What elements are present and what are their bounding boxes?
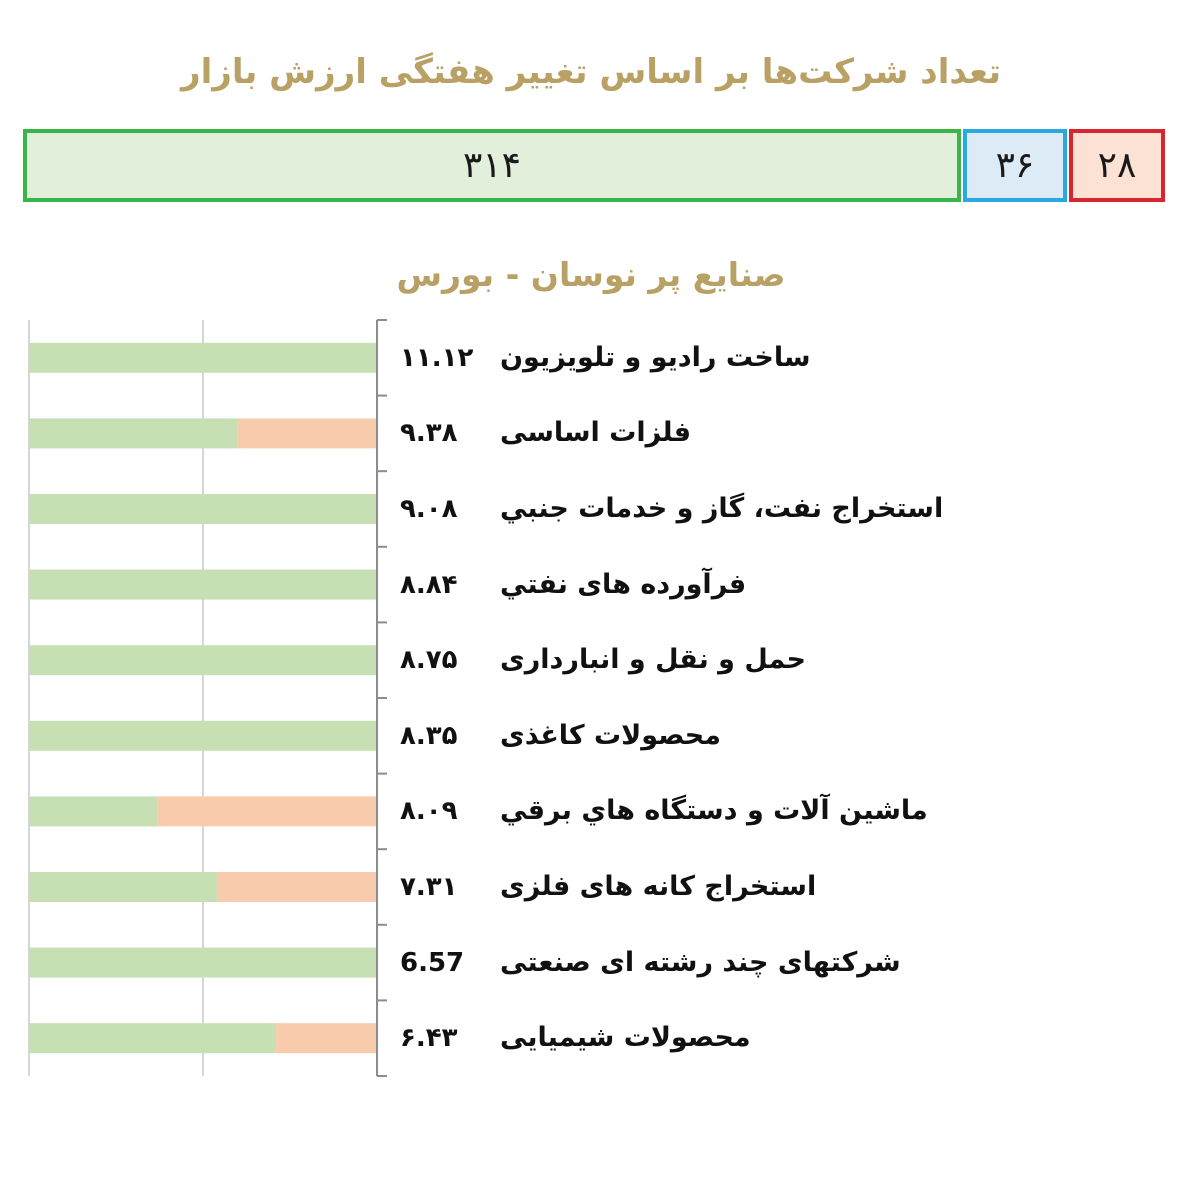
bar-4-series-0 (29, 645, 377, 676)
bar-1-series-1 (237, 418, 377, 449)
category-label: حمل و نقل و انبارداری (500, 644, 806, 676)
page-title: تعداد شرکت‌ها بر اساس تغییر هفتگی ارزش ب… (181, 52, 1001, 92)
section-title: صنایع پر نوسان - بورس (396, 255, 786, 294)
value-label: ۶.۴۳ (400, 1023, 458, 1054)
value-label: ۸.۰۹ (400, 796, 458, 827)
bar-0-series-0 (29, 342, 377, 373)
bar-6-series-1 (157, 796, 377, 827)
category-label: شرکتهای چند رشته ای صنعتی (500, 946, 901, 978)
category-label: فلزات اساسی (500, 417, 692, 449)
value-label: ۸.۳۵ (400, 720, 458, 751)
bar-9-series-1 (276, 1023, 377, 1054)
bar-3-series-0 (29, 569, 377, 600)
bar-7-series-1 (216, 872, 377, 902)
summary-box-blue: ۳۶ (963, 129, 1067, 202)
bar-2-series-0 (29, 494, 377, 524)
bar-9-series-0 (29, 1023, 277, 1054)
value-label: 6.57 (400, 947, 465, 978)
value-label: ۱۱.۱۲ (400, 342, 474, 373)
category-label: استخراج نفت، گاز و خدمات جنبي (500, 493, 944, 524)
summary-box-red: ۲۸ (1069, 129, 1165, 202)
value-label: ۷.۳۱ (400, 872, 458, 902)
category-label: ساخت راديو و تلويزيون (500, 341, 811, 373)
category-label: محصولات شیمیایی (500, 1022, 751, 1054)
bar-1-series-0 (29, 418, 238, 449)
summary-box-green: ۳۱۴ (23, 129, 961, 202)
category-label: فرآورده های نفتي (500, 568, 747, 600)
bar-6-series-0 (29, 796, 158, 827)
value-label: ۸.۷۵ (400, 645, 458, 676)
bar-7-series-0 (29, 872, 217, 902)
bar-5-series-0 (29, 720, 377, 751)
category-label: محصولات کاغذی (500, 719, 721, 751)
category-label: استخراج کانه های فلزی (500, 871, 817, 902)
value-label: ۹.۳۸ (400, 418, 458, 449)
value-label: ۹.۰۸ (400, 494, 458, 524)
bar-8-series-0 (29, 947, 377, 978)
category-label: ماشين آلات و دستگاه هاي برقي (500, 795, 928, 827)
value-label: ۸.۸۴ (400, 569, 458, 600)
